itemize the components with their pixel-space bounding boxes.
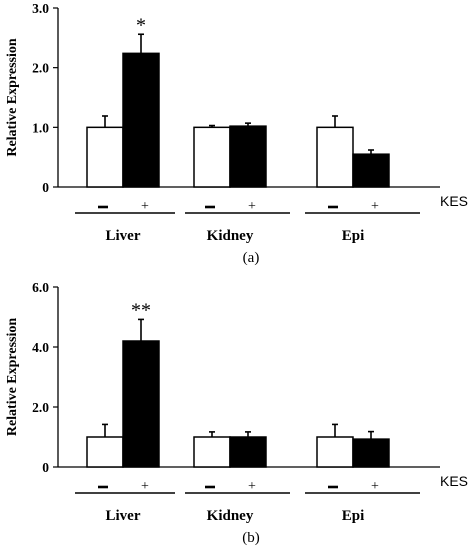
bar-liver-plus bbox=[122, 340, 160, 468]
y-tick-label: 2.0 bbox=[32, 400, 49, 415]
y-tick-label: 0 bbox=[42, 460, 49, 475]
treatment-label: KES bbox=[440, 473, 468, 489]
treatment-plus-label: + bbox=[371, 479, 379, 494]
group-label-liver: Liver bbox=[106, 228, 141, 244]
group-label-liver: Liver bbox=[106, 508, 141, 524]
y-axis-label: Relative Expression bbox=[5, 318, 20, 437]
bar-liver-plus bbox=[122, 52, 160, 188]
y-tick-label: 6.0 bbox=[32, 280, 49, 295]
y-tick-label: 1.0 bbox=[32, 120, 49, 135]
group-label-kidney: Kidney bbox=[207, 228, 254, 244]
bar-epi-plus bbox=[352, 153, 390, 188]
bar-epi-minus bbox=[316, 126, 354, 188]
group-label-kidney: Kidney bbox=[207, 508, 254, 524]
treatment-plus-label: + bbox=[248, 199, 256, 214]
bar-kidney-plus bbox=[229, 436, 267, 468]
bar-kidney-minus bbox=[193, 436, 231, 468]
bar-epi-plus bbox=[352, 438, 390, 468]
bar-kidney-minus bbox=[193, 126, 231, 188]
y-tick-label: 2.0 bbox=[32, 61, 49, 76]
bar-kidney-plus bbox=[229, 125, 267, 188]
y-tick-label: 3.0 bbox=[32, 1, 49, 16]
significance-marker: ** bbox=[131, 299, 151, 321]
significance-marker: * bbox=[136, 14, 146, 36]
y-tick-label: 0 bbox=[42, 180, 49, 195]
treatment-label: KES bbox=[440, 193, 468, 209]
bar-epi-minus bbox=[316, 436, 354, 468]
treatment-plus-label: + bbox=[141, 479, 149, 494]
y-tick-label: 4.0 bbox=[32, 340, 49, 355]
panel-label: (a) bbox=[243, 250, 260, 266]
bar-liver-minus bbox=[86, 436, 124, 468]
treatment-plus-label: + bbox=[248, 479, 256, 494]
y-axis-label: Relative Expression bbox=[5, 38, 20, 157]
bar-liver-minus bbox=[86, 126, 124, 188]
group-label-epi: Epi bbox=[342, 228, 365, 244]
treatment-plus-label: + bbox=[141, 199, 149, 214]
group-label-epi: Epi bbox=[342, 508, 365, 524]
panel-label: (b) bbox=[242, 530, 260, 546]
treatment-plus-label: + bbox=[371, 199, 379, 214]
